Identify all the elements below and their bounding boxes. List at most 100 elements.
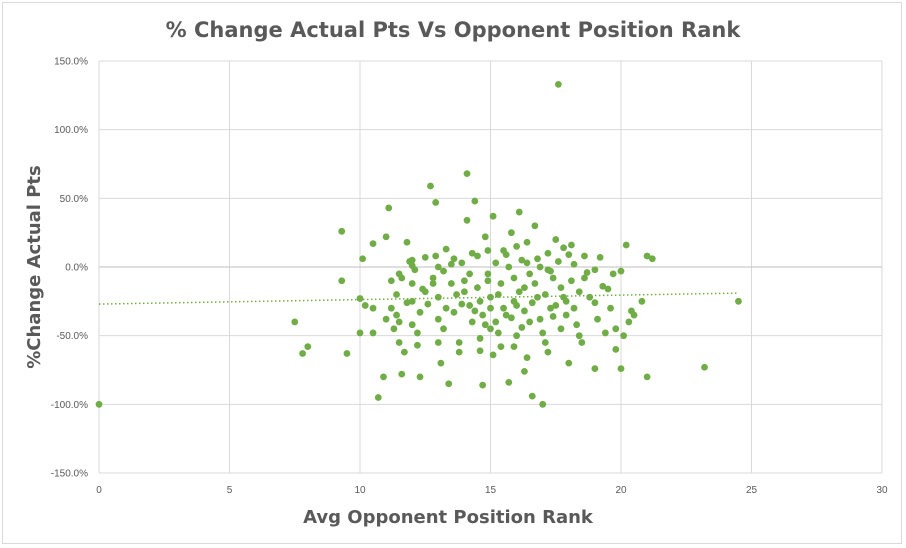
data-point: [617, 267, 625, 275]
data-point: [554, 80, 562, 88]
y-tick-label: 150.0%: [54, 57, 88, 68]
data-point: [408, 256, 416, 264]
data-point: [442, 245, 450, 253]
data-point: [531, 280, 539, 287]
data-point: [455, 339, 463, 346]
data-point: [403, 299, 411, 307]
data-point: [390, 325, 398, 333]
data-point: [487, 304, 494, 312]
x-tick-label: 0: [96, 485, 102, 496]
data-point: [507, 314, 515, 322]
x-tick-labels: 0 5 10 15 20 25 30: [96, 485, 888, 496]
data-point: [557, 325, 565, 333]
data-point: [458, 300, 466, 308]
data-point: [581, 274, 588, 282]
data-point: [521, 367, 528, 375]
data-point: [549, 274, 557, 282]
data-point: [356, 295, 364, 302]
data-point: [560, 244, 567, 252]
data-point: [492, 259, 500, 267]
data-point: [643, 252, 651, 260]
data-point: [442, 304, 450, 312]
data-point: [515, 208, 523, 216]
data-point: [338, 227, 346, 235]
data-point: [463, 170, 471, 178]
data-point: [502, 251, 510, 259]
data-point: [414, 341, 421, 349]
data-point: [369, 304, 377, 312]
data-point: [466, 302, 474, 309]
data-point: [494, 291, 502, 298]
data-points: [95, 80, 742, 408]
data-point: [450, 308, 458, 316]
y-tick-label: -150.0%: [51, 469, 88, 480]
data-point: [385, 204, 393, 212]
data-point: [547, 304, 554, 312]
data-point: [432, 199, 440, 206]
data-point: [541, 291, 549, 298]
data-point: [534, 255, 541, 263]
data-point: [505, 378, 513, 386]
data-point: [476, 335, 484, 342]
data-point: [622, 241, 630, 249]
y-tick-label: 50.0%: [60, 194, 88, 205]
data-point: [429, 280, 437, 287]
data-point: [369, 329, 377, 337]
data-point: [518, 256, 526, 264]
data-point: [541, 339, 549, 346]
data-point: [573, 321, 581, 329]
data-point: [476, 347, 484, 355]
data-point: [591, 299, 599, 307]
data-point: [471, 307, 479, 315]
x-tick-label: 20: [615, 485, 627, 496]
y-tick-label: -50.0%: [56, 331, 88, 342]
data-point: [338, 277, 346, 285]
data-point: [638, 297, 646, 305]
y-tick-label: 0.0%: [65, 263, 88, 274]
data-point: [424, 300, 432, 308]
data-point: [421, 288, 429, 296]
data-point: [607, 304, 614, 312]
data-point: [356, 329, 364, 337]
data-point: [434, 293, 442, 301]
data-point: [521, 307, 528, 315]
data-point: [408, 297, 416, 305]
data-point: [382, 315, 390, 323]
data-point: [484, 247, 492, 254]
data-point: [474, 252, 481, 260]
data-point: [427, 182, 434, 190]
data-point: [471, 197, 479, 205]
data-point: [382, 233, 390, 241]
data-point: [481, 233, 489, 241]
data-point: [434, 315, 442, 323]
data-point: [416, 373, 424, 381]
data-point: [440, 325, 447, 333]
data-point: [468, 318, 476, 326]
data-point: [523, 354, 531, 362]
data-point: [505, 263, 513, 271]
data-point: [526, 318, 534, 326]
data-point: [414, 329, 421, 337]
data-point: [411, 266, 419, 274]
data-point: [466, 270, 474, 278]
data-point: [361, 302, 369, 309]
data-point: [599, 282, 607, 290]
data-point: [701, 363, 708, 371]
data-point: [515, 288, 523, 296]
data-point: [609, 270, 617, 278]
data-point: [387, 277, 395, 285]
data-point: [95, 400, 103, 408]
data-point: [560, 293, 567, 301]
data-point: [398, 274, 406, 282]
data-point: [432, 252, 440, 260]
data-point: [479, 311, 487, 319]
x-tick-label: 15: [485, 485, 497, 496]
data-point: [528, 299, 536, 307]
data-point: [453, 291, 460, 298]
data-point: [544, 249, 552, 257]
data-point: [434, 263, 442, 271]
data-point: [575, 288, 583, 296]
data-point: [513, 243, 520, 250]
data-point: [735, 297, 742, 305]
data-point: [359, 255, 367, 263]
